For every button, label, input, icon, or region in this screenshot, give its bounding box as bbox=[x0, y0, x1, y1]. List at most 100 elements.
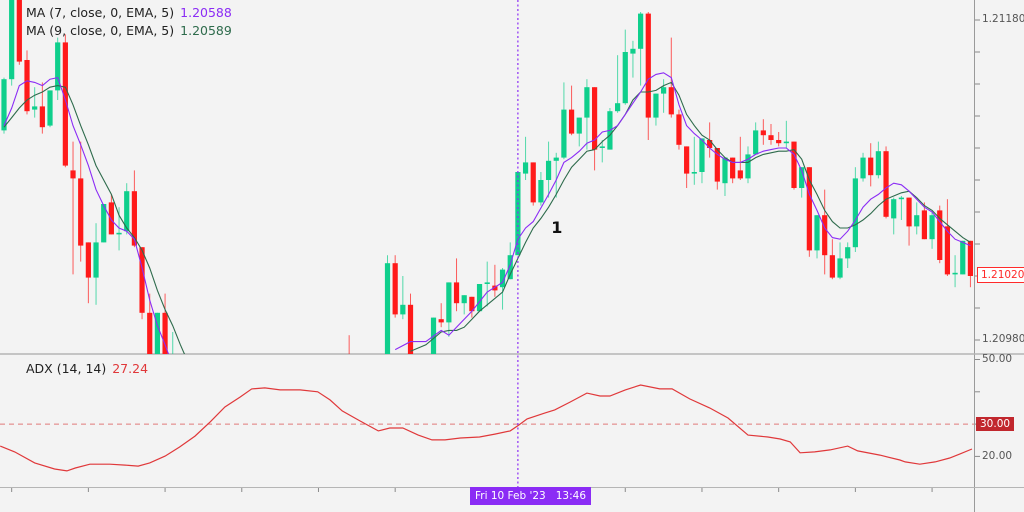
candle-up bbox=[47, 90, 53, 126]
candle-down bbox=[438, 319, 444, 323]
candle-up bbox=[461, 295, 467, 304]
adx-label: ADX (14, 14) bbox=[26, 361, 107, 376]
candle-down bbox=[906, 197, 912, 227]
candle-down bbox=[868, 157, 874, 176]
legend-adx[interactable]: ADX (14, 14) 27.24 bbox=[26, 361, 148, 376]
candle-up bbox=[653, 93, 659, 118]
candle-up bbox=[400, 304, 406, 315]
candle-up bbox=[929, 215, 935, 240]
ma7-value: 1.20588 bbox=[180, 5, 232, 20]
candle-down bbox=[162, 312, 168, 354]
candle-up bbox=[875, 151, 881, 176]
chart-annotation[interactable]: 1 bbox=[551, 218, 563, 237]
candle-down bbox=[944, 226, 951, 275]
candle-down bbox=[737, 170, 743, 179]
candle-down bbox=[453, 282, 460, 304]
candle-up bbox=[545, 160, 552, 180]
legend-ma9[interactable]: MA (9, close, 0, EMA, 5) 1.20589 bbox=[26, 23, 232, 38]
candle-down bbox=[62, 42, 68, 166]
candle-up bbox=[891, 199, 897, 219]
candle-down bbox=[147, 312, 153, 354]
candle-down bbox=[829, 255, 835, 278]
candle-up bbox=[699, 138, 705, 172]
candle-up bbox=[124, 191, 130, 232]
candle-up bbox=[860, 157, 866, 179]
candle-down bbox=[822, 215, 828, 256]
candle-down bbox=[883, 151, 889, 217]
candle-down bbox=[684, 146, 690, 174]
ma7-label: MA (7, close, 0, EMA, 5) bbox=[26, 5, 175, 20]
candle-up bbox=[9, 0, 15, 80]
candle-down bbox=[668, 87, 674, 115]
adx-value: 27.24 bbox=[112, 361, 149, 376]
candle-up bbox=[753, 130, 759, 155]
candle-down bbox=[392, 263, 398, 315]
candle-up bbox=[622, 52, 628, 104]
candle-up bbox=[170, 359, 175, 388]
adx-axis-top-label: 50.00 bbox=[982, 353, 1013, 365]
candle-up bbox=[952, 272, 958, 275]
candle-up bbox=[783, 141, 789, 144]
candle-up bbox=[515, 172, 521, 256]
candle-up bbox=[101, 204, 107, 243]
candle-down bbox=[492, 285, 498, 291]
candle-up bbox=[93, 242, 99, 278]
candle-up bbox=[476, 284, 483, 312]
candle-down bbox=[131, 191, 137, 246]
candle-up bbox=[599, 146, 605, 148]
candle-up bbox=[845, 247, 851, 259]
price-axis-top-label: 1.21180 bbox=[982, 13, 1024, 25]
candle-down bbox=[568, 109, 575, 134]
candle-up bbox=[722, 157, 728, 184]
candle-up bbox=[852, 178, 858, 248]
candle-down bbox=[469, 296, 475, 312]
last-price-tag: 1.21020 bbox=[977, 267, 1024, 283]
price-axis-bottom-label: 1.20980 bbox=[982, 333, 1024, 345]
candle-down bbox=[806, 167, 812, 251]
candle-up bbox=[898, 197, 904, 200]
candle-down bbox=[676, 114, 682, 145]
ma9-label: MA (9, close, 0, EMA, 5) bbox=[26, 23, 175, 38]
candle-down bbox=[707, 140, 713, 148]
candle-down bbox=[24, 60, 30, 112]
candle-up bbox=[116, 232, 122, 235]
candle-down bbox=[730, 157, 736, 179]
candle-up bbox=[32, 106, 38, 110]
candle-up bbox=[814, 215, 820, 251]
candle-down bbox=[776, 140, 782, 144]
candle-down bbox=[768, 135, 774, 140]
candle-up bbox=[384, 263, 391, 354]
candle-down bbox=[791, 141, 797, 188]
candle-down bbox=[921, 210, 927, 240]
candle-up bbox=[837, 258, 843, 278]
candle-up bbox=[615, 103, 621, 112]
ma9-line bbox=[3, 85, 186, 354]
candle-up bbox=[522, 162, 529, 174]
axis-ticks bbox=[11, 0, 980, 492]
adx-line bbox=[0, 384, 973, 472]
candle-down bbox=[937, 210, 943, 260]
candle-down bbox=[407, 304, 414, 354]
candle-up bbox=[446, 282, 452, 323]
candle-down bbox=[39, 106, 45, 128]
candle-down bbox=[591, 87, 598, 150]
candle-down bbox=[714, 148, 720, 182]
candle-up bbox=[584, 87, 590, 118]
candle-up bbox=[960, 240, 966, 275]
price-pane bbox=[1, 0, 974, 388]
candle-up bbox=[55, 42, 61, 91]
candle-up bbox=[745, 154, 751, 179]
candle-down bbox=[967, 240, 974, 276]
candle-down bbox=[530, 162, 536, 203]
candle-up bbox=[576, 117, 582, 134]
ma7-line bbox=[3, 76, 170, 354]
candle-down bbox=[347, 372, 352, 380]
candle-up bbox=[538, 180, 544, 203]
candle-down bbox=[760, 130, 766, 136]
adx-pane bbox=[0, 384, 974, 472]
candle-down bbox=[108, 202, 114, 235]
legend-ma7[interactable]: MA (7, close, 0, EMA, 5) 1.20588 bbox=[26, 5, 232, 20]
candle-down bbox=[78, 178, 84, 246]
candle-down bbox=[139, 247, 145, 313]
